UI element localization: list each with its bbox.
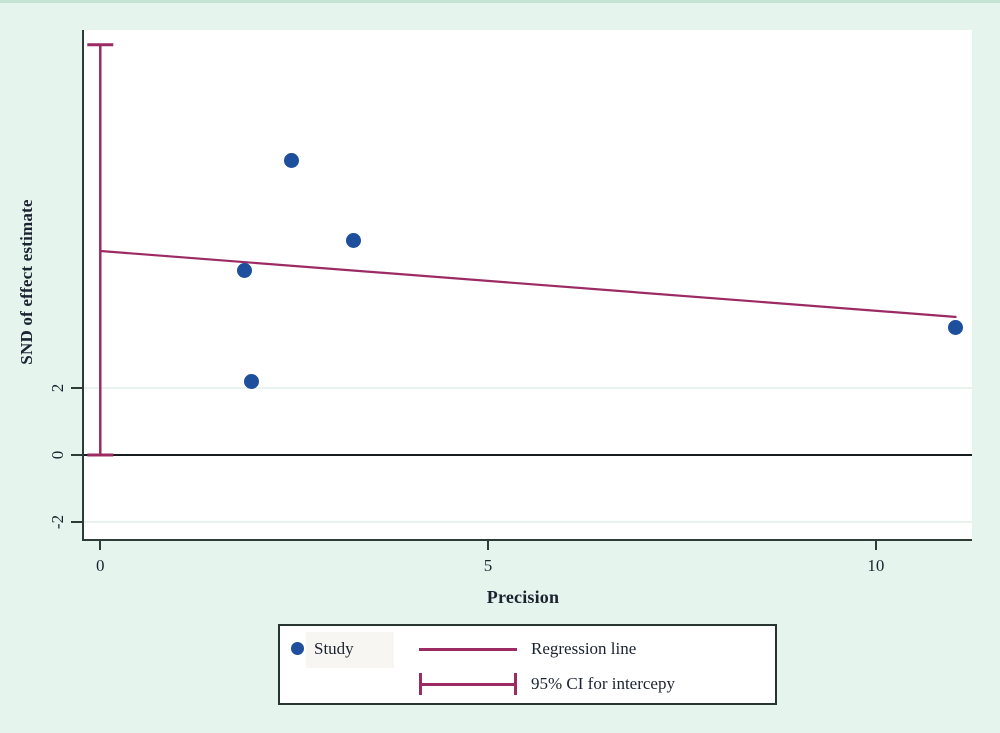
ci-errorbar-left-cap-icon [419,673,422,695]
study-point [237,263,253,279]
y-axis-line [82,30,84,541]
y-tick-label: 2 [48,383,67,393]
x-tick-mark [99,541,102,550]
x-tick-mark [487,541,490,550]
ci-errorbar-right-cap-icon [514,673,517,695]
study-point [283,152,299,168]
x-tick-label: 0 [96,556,105,575]
y-axis-title: SND of effect estimate [17,199,36,365]
regression-line-icon [419,648,517,651]
legend-box: Study Regression line 95% CI for interce… [278,624,777,705]
legend-label-study: Study [314,639,354,658]
x-axis-line [82,539,972,541]
study-point [244,373,260,389]
study-label-background [306,632,394,668]
y-tick-mark [71,453,83,456]
study-point [346,233,362,249]
x-tick-label: 10 [867,556,885,575]
y-tick-label: 0 [48,450,67,460]
ci-errorbar-icon [419,683,517,686]
y-tick-label: -2 [48,514,67,529]
plot-svg [84,43,972,523]
x-axis-title: Precision [486,587,560,607]
regression-line [100,249,957,319]
study-marker-icon [291,642,304,655]
x-tick-label: 5 [483,556,493,575]
legend-label-regression-line: Regression line [531,639,637,658]
study-point [948,320,964,336]
legend-label-ci-intercept: 95% CI for intercepy [531,674,675,693]
top-border-strip [0,0,1000,3]
x-tick-mark [874,541,877,550]
y-tick-mark [71,386,83,389]
y-tick-mark [71,520,83,523]
plot-area [84,30,972,539]
